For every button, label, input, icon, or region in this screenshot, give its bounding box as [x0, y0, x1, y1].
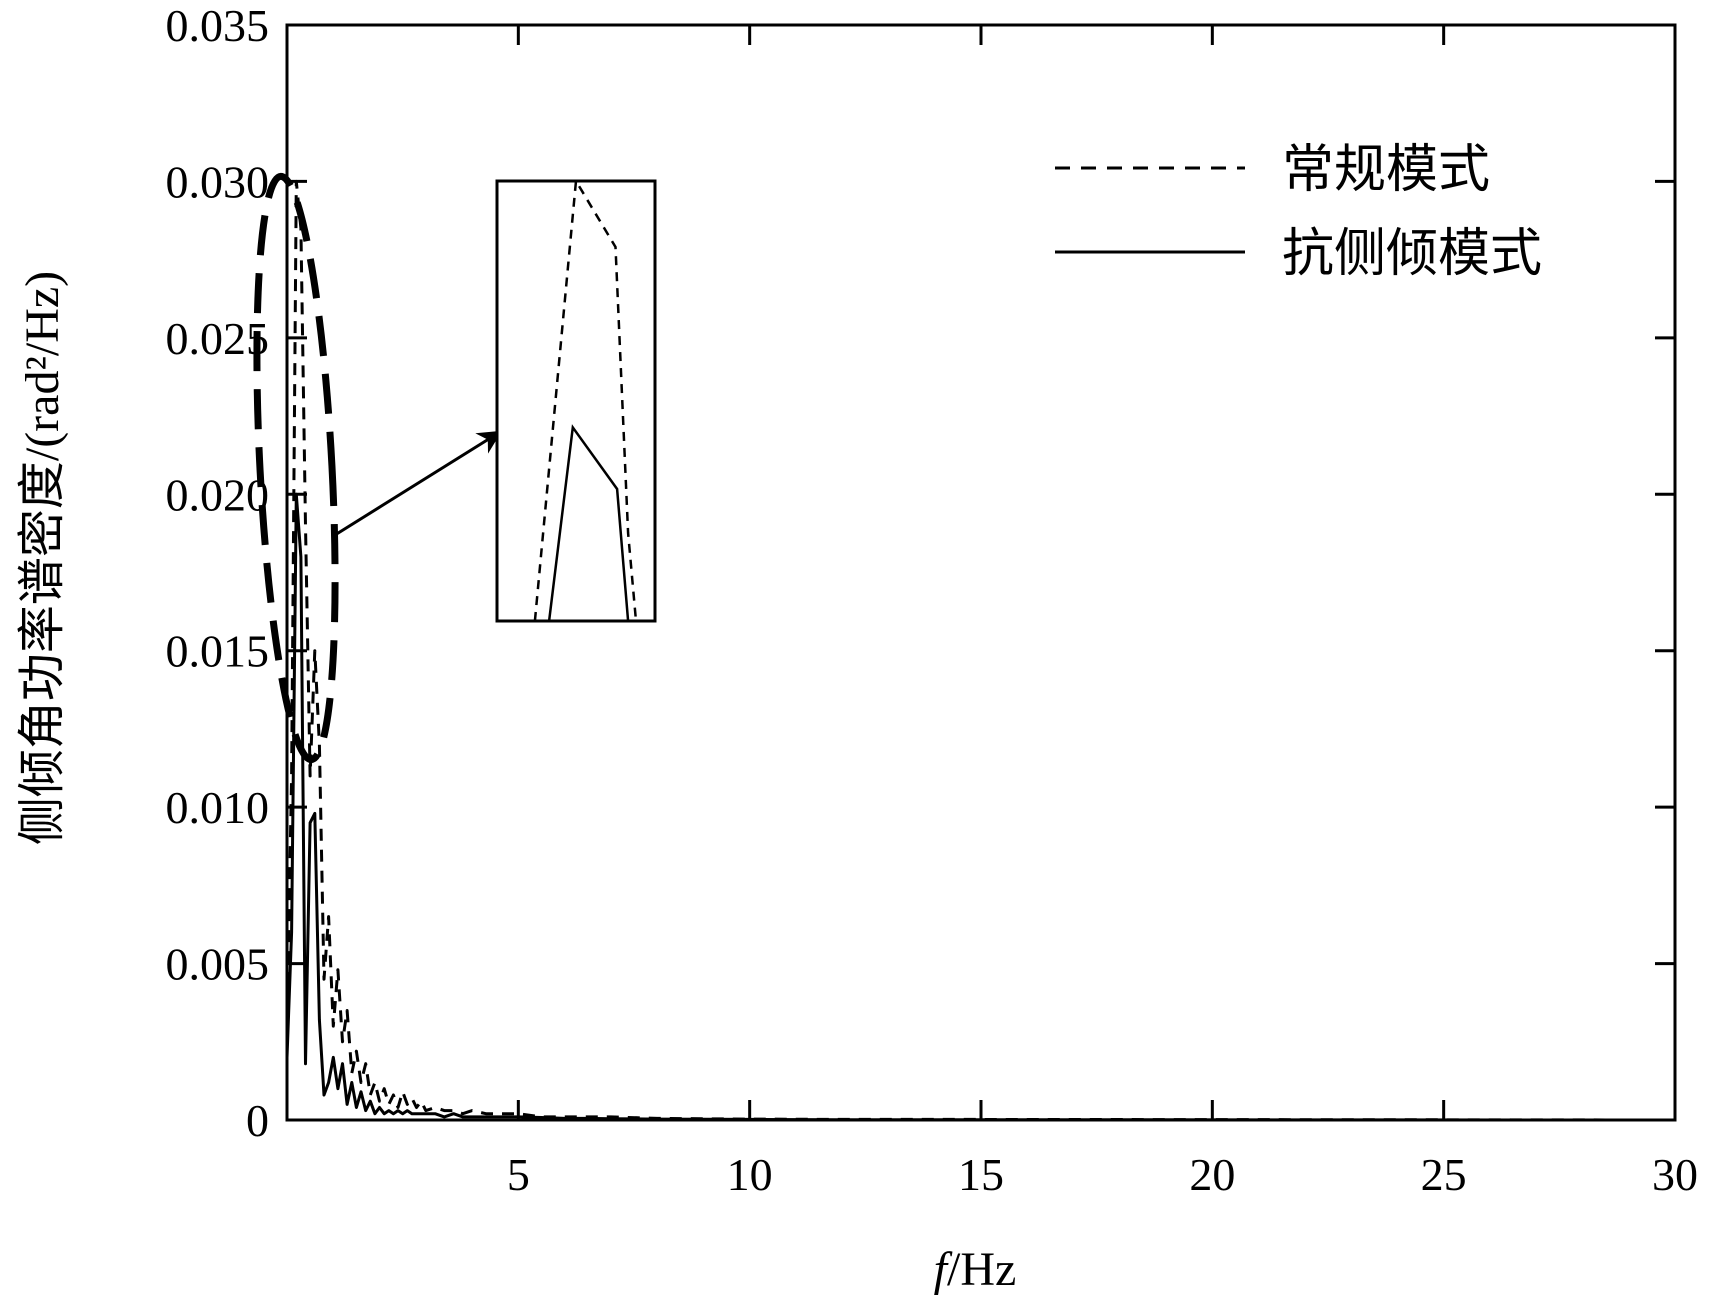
legend: 常规模式 抗侧倾模式 — [1055, 140, 1542, 284]
x-tick-label: 10 — [727, 1149, 773, 1200]
y-tick-label: 0.010 — [166, 782, 270, 833]
y-tick-label: 0.020 — [166, 469, 270, 520]
series-line-conventional — [285, 179, 1676, 1122]
x-tick-label: 15 — [958, 1149, 1004, 1200]
inset-border — [495, 179, 657, 623]
y-tick-label: 0.005 — [166, 939, 270, 990]
series-line-anti-roll — [285, 492, 1676, 1122]
x-axis-ticks: 5 10 15 20 25 30 — [507, 25, 1698, 1200]
inset-line-conventional — [533, 177, 638, 622]
x-tick-label: 25 — [1421, 1149, 1467, 1200]
y-tick-label: 0.035 — [166, 0, 270, 51]
y-tick-label: 0 — [246, 1095, 269, 1146]
x-tick-label: 5 — [507, 1149, 530, 1200]
y-tick-label: 0.030 — [166, 156, 270, 207]
highlight-ellipse — [253, 172, 339, 764]
series-layer — [285, 179, 1676, 1122]
y-tick-label: 0.015 — [166, 626, 270, 677]
x-tick-label: 20 — [1189, 1149, 1235, 1200]
x-axis-title: f/Hz — [934, 1243, 1017, 1296]
y-axis-ticks: 0 0.005 0.010 0.015 0.020 0.025 0.030 0.035 — [166, 0, 1675, 1146]
zoom-inset — [495, 177, 657, 623]
inset-line-anti-roll — [547, 424, 630, 622]
y-axis-title: 侧倾角功率谱密度/(rad²/Hz) — [16, 271, 69, 845]
x-tick-label: 30 — [1652, 1149, 1698, 1200]
legend-label-conventional: 常规模式 — [1282, 140, 1490, 200]
zoom-arrow — [334, 430, 503, 537]
x-axis-title-unit: /Hz — [947, 1243, 1016, 1296]
y-tick-label: 0.025 — [166, 313, 270, 364]
legend-label-anti-roll: 抗侧倾模式 — [1282, 224, 1542, 284]
